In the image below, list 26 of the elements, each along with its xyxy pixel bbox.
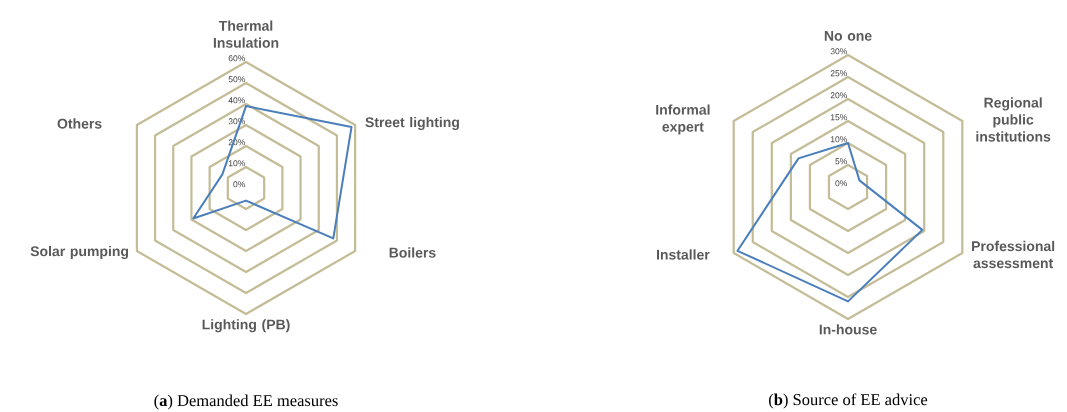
y-tick-label: 40% bbox=[228, 97, 245, 104]
y-tick-label: 20% bbox=[830, 92, 848, 99]
y-tick-label: 25% bbox=[830, 70, 848, 77]
y-tick-label: 15% bbox=[830, 114, 848, 121]
spoke-label: Solar pumping bbox=[30, 245, 129, 260]
text: (b) Source of EE advice bbox=[769, 393, 928, 409]
text: (a) Demanded EE measures bbox=[154, 394, 338, 410]
y-tick-label: 50% bbox=[228, 76, 245, 83]
spoke-label: Street lighting bbox=[365, 116, 459, 131]
y-tick-label: 0% bbox=[233, 181, 246, 188]
y-tick-label: 5% bbox=[835, 158, 848, 165]
spoke-label: Others bbox=[57, 118, 102, 129]
spoke-label: Lighting (PB) bbox=[202, 319, 290, 333]
y-tick-label: 30% bbox=[830, 48, 848, 55]
y-tick-label: 60% bbox=[228, 55, 245, 62]
y-tick-label: 10% bbox=[228, 160, 245, 167]
spoke-label: No one bbox=[824, 31, 872, 41]
y-tick-label: 0% bbox=[835, 180, 848, 187]
spoke-label: Professional assessment bbox=[972, 240, 1055, 269]
y-tick-label: 10% bbox=[830, 136, 848, 143]
spoke-label: Installer bbox=[656, 249, 710, 260]
spoke-label: Informal expert bbox=[656, 104, 710, 135]
spoke-label: Thermal Insulation bbox=[213, 20, 279, 48]
spoke-label: Regional public institutions bbox=[976, 97, 1051, 142]
spoke-label: In-house bbox=[819, 324, 877, 335]
spoke-label: Boilers bbox=[389, 247, 436, 258]
